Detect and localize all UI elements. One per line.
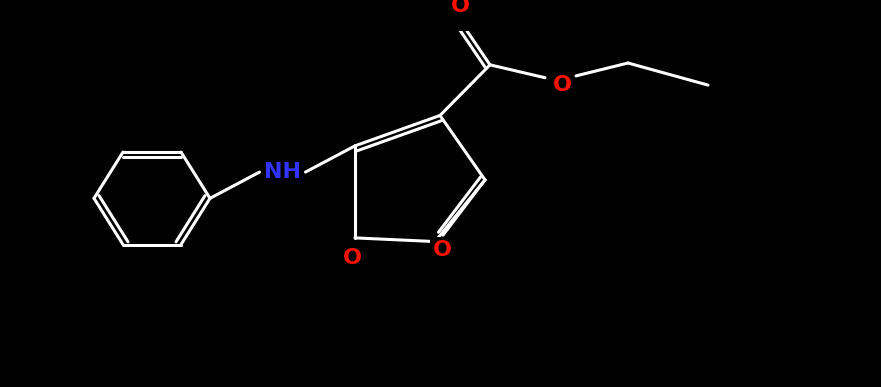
Text: O: O: [552, 75, 572, 95]
Text: O: O: [343, 248, 361, 268]
Text: O: O: [433, 240, 451, 260]
Text: O: O: [450, 0, 470, 16]
Text: NH: NH: [264, 162, 301, 182]
